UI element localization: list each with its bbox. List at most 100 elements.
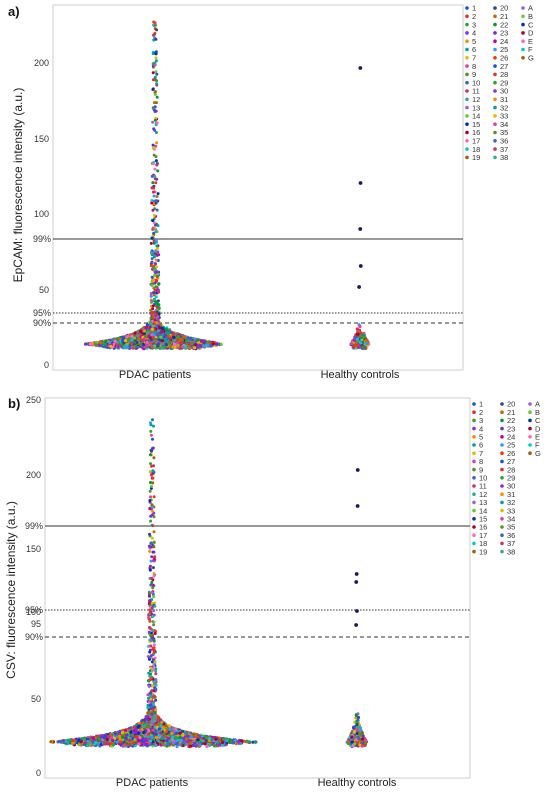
x-category-label: Healthy controls — [318, 777, 397, 789]
data-point — [154, 199, 158, 203]
panel-label: b) — [8, 396, 20, 411]
legend-marker — [465, 147, 469, 151]
data-point — [219, 342, 223, 346]
legend-marker — [493, 130, 497, 135]
data-point — [149, 320, 153, 324]
data-point — [153, 118, 157, 122]
data-point-outlier — [358, 181, 363, 185]
data-point — [211, 342, 215, 346]
y-axis-label: EpCAM: fluorescence intensity (a.u.) — [11, 88, 25, 283]
data-point — [360, 338, 364, 342]
data-point — [155, 177, 159, 181]
data-point — [94, 343, 98, 347]
plot-frame — [52, 4, 464, 371]
y-tick-label: 200 — [34, 58, 49, 68]
y-tick-label: 95 — [31, 619, 41, 629]
panel-label: a) — [8, 4, 20, 19]
data-point — [149, 344, 153, 348]
data-point — [154, 181, 158, 185]
data-point — [151, 71, 155, 75]
data-point — [155, 163, 159, 167]
data-point — [154, 262, 158, 266]
data-point — [154, 230, 158, 234]
data-point — [144, 325, 148, 329]
panel-b: b)CSV: fluorescence intensity (a.u.)0509… — [4, 395, 541, 789]
legend-marker — [493, 6, 497, 10]
data-point — [173, 342, 177, 347]
data-point — [84, 342, 88, 346]
legend-marker — [521, 22, 525, 27]
data-point — [154, 23, 157, 27]
data-point — [150, 236, 154, 240]
data-point — [155, 121, 159, 125]
legend-marker — [465, 139, 469, 143]
data-point-outlier — [358, 227, 363, 231]
data-point — [155, 95, 159, 99]
data-point — [362, 335, 366, 339]
data-point — [162, 346, 167, 350]
data-point — [151, 181, 155, 185]
data-point — [151, 219, 155, 223]
data-point — [123, 339, 128, 343]
data-point — [153, 267, 157, 271]
data-point-outlier — [357, 285, 362, 289]
data-point — [153, 110, 157, 113]
data-point — [159, 335, 163, 339]
data-point — [154, 159, 158, 163]
data-point — [150, 199, 154, 202]
data-point — [154, 52, 158, 56]
legend-marker — [521, 56, 525, 60]
legend-marker — [465, 22, 469, 27]
data-point — [154, 300, 158, 304]
x-category-label: Healthy controls — [321, 369, 400, 381]
data-point — [154, 37, 158, 41]
data-point — [151, 78, 155, 82]
legend: 1234567891011121314151617181920212223242… — [465, 4, 534, 162]
data-point — [178, 341, 183, 345]
data-point — [168, 340, 172, 344]
y-tick-label: 250 — [26, 395, 41, 405]
data-point — [157, 312, 161, 316]
data-point — [165, 328, 169, 332]
y-tick-label: 150 — [26, 544, 41, 554]
data-point — [157, 290, 160, 294]
data-point — [203, 339, 207, 343]
data-point — [363, 345, 367, 349]
legend-marker — [493, 22, 497, 27]
legend-marker — [465, 56, 469, 60]
data-point — [157, 326, 162, 330]
data-point — [168, 344, 172, 348]
data-point — [129, 342, 134, 346]
data-point — [168, 336, 173, 340]
data-point — [156, 192, 160, 196]
data-point — [154, 285, 158, 289]
legend-marker — [493, 47, 497, 52]
legend-marker — [493, 72, 497, 77]
data-point — [98, 341, 102, 345]
data-point — [152, 291, 156, 295]
data-point — [147, 334, 151, 338]
data-point — [152, 255, 156, 259]
legend-marker — [493, 39, 497, 43]
legend-marker — [465, 64, 469, 68]
data-point — [149, 292, 153, 295]
data-point — [206, 343, 210, 347]
legend-marker — [465, 80, 469, 85]
legend-marker — [465, 14, 469, 19]
data-point — [141, 339, 145, 343]
data-point — [144, 334, 148, 339]
data-point — [153, 93, 157, 96]
data-point — [109, 344, 113, 348]
data-point — [153, 90, 157, 94]
data-point — [152, 20, 156, 24]
data-point — [190, 342, 194, 346]
legend-marker — [465, 47, 469, 52]
data-point — [364, 338, 368, 342]
data-point — [353, 344, 357, 348]
data-point — [150, 299, 154, 303]
data-point — [156, 329, 161, 333]
legend-marker — [521, 39, 525, 43]
y-tick-label: 50 — [31, 694, 41, 704]
data-point — [171, 345, 175, 349]
data-point — [151, 336, 155, 340]
